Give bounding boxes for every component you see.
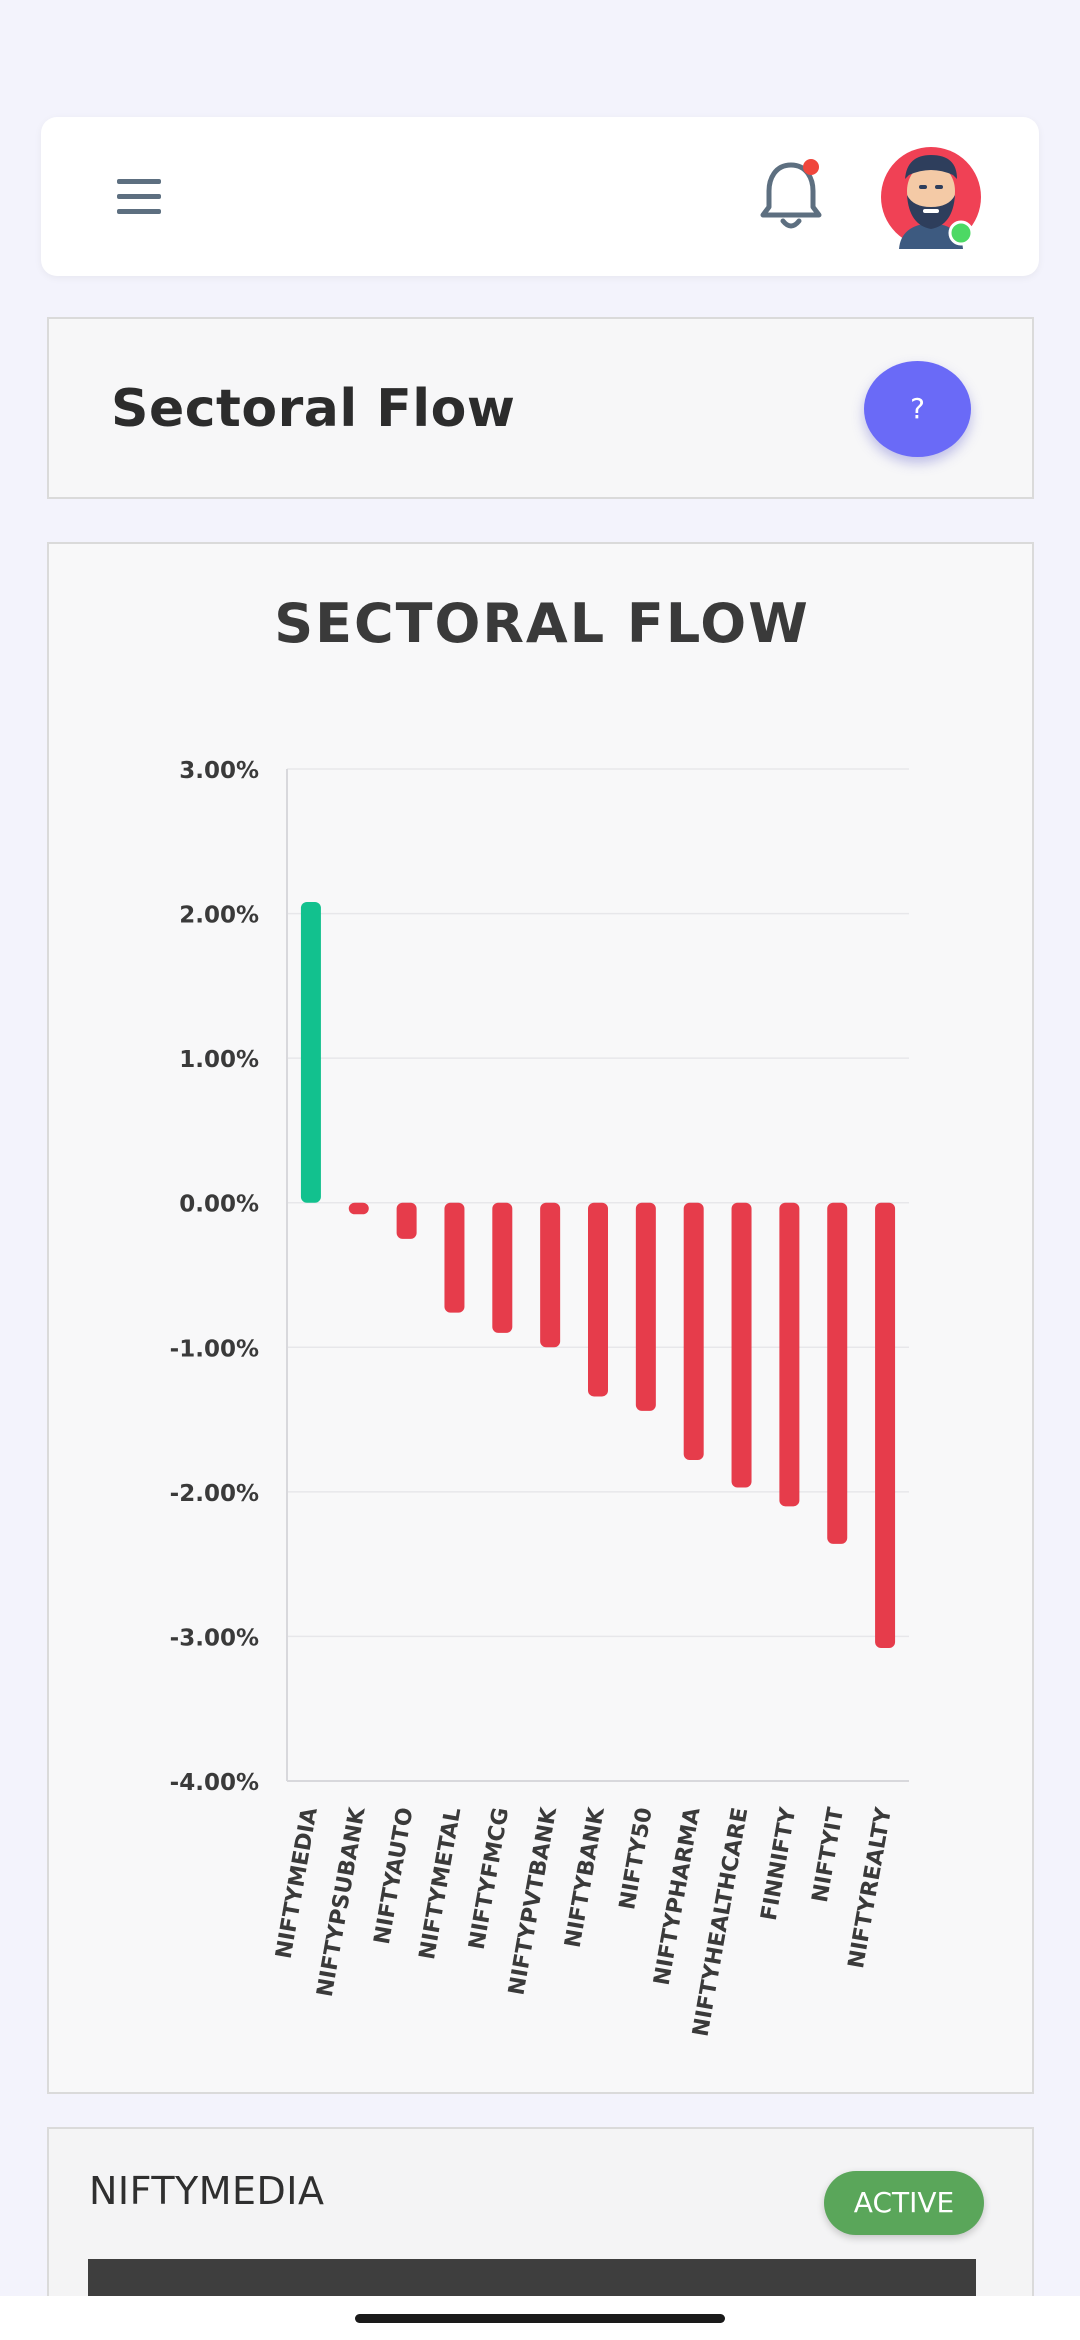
x-tick-label: NIFTY50 bbox=[615, 1806, 658, 1912]
top-app-bar bbox=[41, 117, 1039, 276]
bar-niftyauto[interactable] bbox=[396, 1202, 417, 1239]
user-avatar[interactable] bbox=[879, 145, 983, 249]
x-tick-label: FINNIFTY bbox=[757, 1805, 802, 1923]
x-tick-label: NIFTYREALTY bbox=[844, 1805, 897, 1971]
sector-name: NIFTYMEDIA bbox=[89, 2169, 325, 2213]
chart-title: SECTORAL FLOW bbox=[274, 592, 810, 655]
sectoral-flow-chart-card: SECTORAL FLOW 3.00% 2.00% 1.00% 0.00% -1.00%… bbox=[47, 542, 1034, 2094]
bar-nifty50[interactable] bbox=[635, 1202, 656, 1411]
x-tick-label: NIFTYBANK bbox=[561, 1805, 610, 1950]
bar-niftymetal[interactable] bbox=[444, 1202, 465, 1313]
bar-niftyrealty[interactable] bbox=[875, 1202, 896, 1648]
y-tick-label: 0.00% bbox=[179, 1192, 259, 1218]
y-tick-label: 1.00% bbox=[179, 1047, 259, 1073]
y-tick-label: -1.00% bbox=[170, 1336, 259, 1362]
sectoral-flow-chart: SECTORAL FLOW 3.00% 2.00% 1.00% 0.00% -1.00%… bbox=[170, 592, 909, 2038]
y-tick-label: 3.00% bbox=[179, 758, 259, 784]
bar-niftyit[interactable] bbox=[827, 1202, 848, 1544]
home-indicator-bar[interactable] bbox=[355, 2314, 725, 2323]
x-tick-label: NIFTYPSUBANK bbox=[313, 1805, 371, 1999]
x-tick-label: NIFTYMETAL bbox=[415, 1806, 466, 1962]
help-button[interactable]: ? bbox=[864, 361, 971, 457]
x-tick-label: NIFTYFMCG bbox=[465, 1806, 515, 1952]
x-tick-label: NIFTYIT bbox=[808, 1806, 849, 1905]
system-home-area bbox=[0, 2296, 1080, 2340]
notification-dot bbox=[803, 159, 819, 175]
bar-niftybank[interactable] bbox=[588, 1202, 608, 1397]
x-tick-label: NIFTYMEDIA bbox=[272, 1806, 323, 1961]
bar-niftymedia[interactable] bbox=[300, 902, 321, 1203]
hamburger-menu-icon[interactable] bbox=[111, 173, 167, 221]
bar-niftypvtbank[interactable] bbox=[540, 1202, 561, 1348]
bell-icon[interactable] bbox=[753, 155, 829, 239]
page-header-card: Sectoral Flow ? bbox=[47, 317, 1034, 499]
x-tick-label: NIFTYAUTO bbox=[370, 1806, 419, 1947]
x-tick-label: NIFTYPHARMA bbox=[650, 1806, 706, 1988]
y-tick-label: -3.00% bbox=[170, 1625, 259, 1651]
status-badge: ACTIVE bbox=[824, 2171, 984, 2235]
y-tick-label: -4.00% bbox=[170, 1770, 259, 1796]
x-tick-label: NIFTYPVTBANK bbox=[504, 1805, 562, 1997]
y-tick-label: 2.00% bbox=[179, 903, 259, 929]
bar-niftyhealthcare[interactable] bbox=[731, 1202, 752, 1488]
online-status-dot bbox=[948, 220, 974, 246]
bar-niftypsubank[interactable] bbox=[348, 1202, 369, 1215]
y-tick-label: -2.00% bbox=[170, 1481, 259, 1507]
bar-niftyfmcg[interactable] bbox=[492, 1202, 513, 1333]
page-title: Sectoral Flow bbox=[111, 379, 516, 439]
bar-niftypharma[interactable] bbox=[683, 1202, 704, 1461]
bar-finnifty[interactable] bbox=[779, 1202, 800, 1507]
